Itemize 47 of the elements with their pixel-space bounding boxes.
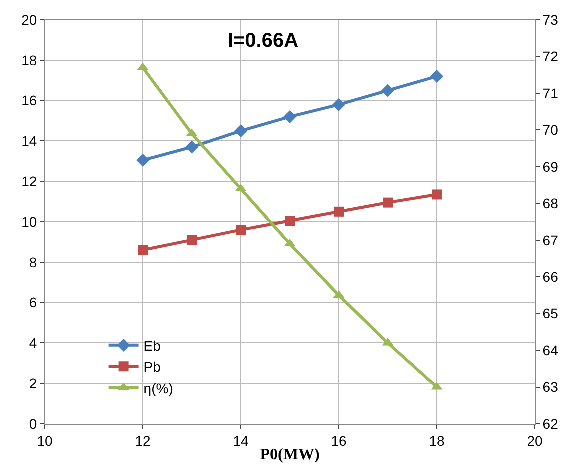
- x-tick-label: 12: [135, 432, 151, 449]
- point: [186, 140, 198, 154]
- y2-tick-label: 71: [542, 85, 559, 102]
- y2-tick-label: 64: [542, 342, 559, 358]
- x-tick-label: 14: [233, 432, 249, 449]
- y2-tick-label: 63: [542, 379, 559, 396]
- y2-tick-label: 68: [542, 196, 559, 212]
- y2-tick-label: 72: [542, 48, 559, 65]
- y2-tick-label: 67: [542, 232, 559, 248]
- text: I=0.66A: [228, 30, 299, 52]
- x-axis-title: P0(MW): [260, 446, 320, 464]
- y2-tick-label: 73: [542, 12, 559, 28]
- legend-label: η(%): [144, 380, 174, 396]
- y-tick-label: 18: [22, 52, 38, 68]
- x-tick-label: 18: [429, 432, 445, 449]
- y-tick-label: 6: [29, 294, 38, 311]
- point: [432, 190, 442, 200]
- y2-tick-label: 66: [542, 268, 559, 285]
- point: [234, 124, 248, 138]
- point: [383, 198, 393, 208]
- y-tick-label: 14: [22, 133, 38, 150]
- point: [285, 216, 295, 226]
- y-tick-label: 8: [29, 254, 38, 270]
- legend-label: Pb: [144, 359, 162, 376]
- y-tick-label: 20: [22, 12, 38, 28]
- point: [382, 84, 394, 98]
- y-tick-label: 2: [29, 376, 38, 392]
- point: [334, 206, 344, 217]
- point: [236, 225, 246, 236]
- point: [138, 245, 148, 256]
- y-tick-label: 12: [22, 174, 38, 190]
- point: [332, 98, 346, 112]
- y-tick-label: 0: [29, 416, 38, 432]
- legend-label: Eb: [144, 338, 162, 354]
- y2-tick-label: 69: [542, 158, 559, 175]
- y2-tick-label: 62: [542, 416, 559, 432]
- y-tick-label: 16: [22, 92, 38, 109]
- y2-tick-label: 70: [542, 122, 559, 138]
- point: [430, 70, 444, 84]
- x-tick-label: 16: [331, 432, 347, 449]
- point: [136, 154, 150, 167]
- y-tick-label: 10: [22, 214, 38, 230]
- point: [284, 110, 296, 124]
- y-tick-label: 4: [29, 335, 38, 352]
- y2-tick-label: 65: [542, 306, 559, 322]
- x-tick-label: 20: [527, 432, 543, 449]
- point: [187, 235, 197, 246]
